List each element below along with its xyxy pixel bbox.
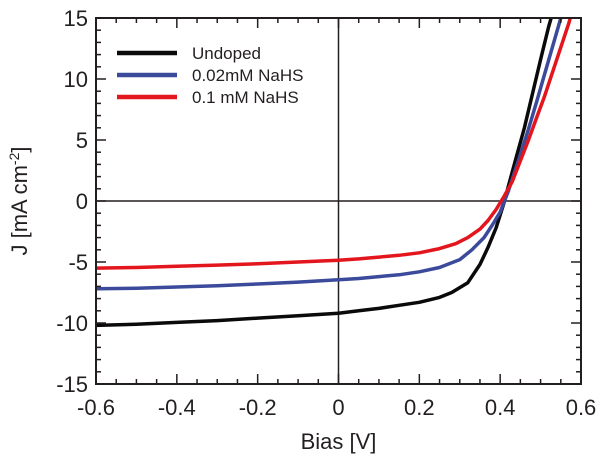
x-tick-label: -0.4 <box>158 395 196 420</box>
x-tick-label: 0.6 <box>566 395 597 420</box>
x-tick-label: 0.4 <box>485 395 516 420</box>
series-line-1 <box>96 18 553 328</box>
y-tick-label: 15 <box>64 6 88 31</box>
y-tick-label: 10 <box>64 67 88 92</box>
series-layer <box>96 18 573 328</box>
y-axis-ticks: -15 -10 -5 0 5 10 15 <box>56 6 581 397</box>
series-line-2 <box>96 18 563 291</box>
x-tick-label: -0.6 <box>77 395 115 420</box>
legend-label-3: 0.1 mM NaHS <box>192 88 299 107</box>
x-axis-label: Bias [V] <box>301 429 377 454</box>
x-tick-label: 0.2 <box>404 395 435 420</box>
series-line-3 <box>96 18 573 270</box>
y-tick-label: 0 <box>76 189 88 214</box>
y-tick-label: -10 <box>56 311 88 336</box>
y-tick-label: -5 <box>68 250 88 275</box>
x-tick-label: 0 <box>332 395 344 420</box>
legend-label-2: 0.02mM NaHS <box>192 66 303 85</box>
x-axis-ticks: -0.6 -0.4 -0.2 0 0.2 0.4 0.6 <box>77 18 596 420</box>
legend-label-1: Undoped <box>192 44 261 63</box>
y-axis-label-superscript: -2 <box>6 152 22 165</box>
y-axis-label-close: ] <box>7 146 32 152</box>
y-tick-label: 5 <box>76 128 88 153</box>
y-axis-label: J [mA cm-2] <box>6 146 32 255</box>
y-axis-label-main: J [mA cm <box>7 165 32 255</box>
legend: Undoped 0.02mM NaHS 0.1 mM NaHS <box>117 44 303 107</box>
y-tick-label: -15 <box>56 372 88 397</box>
x-tick-label: -0.2 <box>239 395 277 420</box>
